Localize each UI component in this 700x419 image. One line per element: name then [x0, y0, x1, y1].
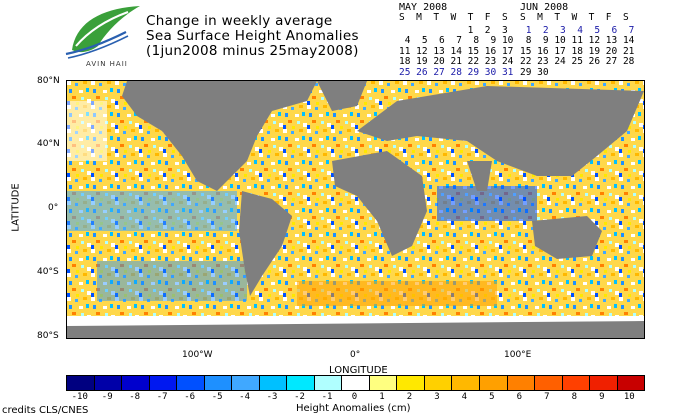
colorbar-swatch	[342, 376, 370, 390]
colorbar-tick-label: -7	[156, 392, 168, 402]
calendar-week: 15 16 17 18 19 20 21	[520, 45, 635, 57]
colorbar-tick-label: -5	[211, 392, 223, 402]
logo-text: AVIN HAII	[86, 60, 128, 68]
colorbar-swatch	[535, 376, 563, 390]
colorbar-swatch	[204, 376, 233, 390]
colorbar-swatch	[369, 376, 398, 390]
calendar-week: 22 23 24 25 26 27 28	[520, 56, 635, 67]
colorbar-swatch	[479, 376, 508, 390]
colorbar-swatch	[562, 376, 591, 390]
colorbar-swatch	[590, 376, 618, 390]
colorbar-tick-label: 2	[406, 392, 413, 402]
calendar-days-header: S M T W T F S	[520, 12, 629, 23]
colorbar-swatch	[149, 376, 178, 390]
colorbar-tick-label: -3	[266, 392, 278, 402]
india-land	[467, 161, 492, 191]
calendar-month-label: JUN 2008	[520, 2, 569, 13]
y-axis-label: LATITUDE	[10, 183, 22, 232]
colorbar-tick-label: 0	[351, 392, 358, 402]
eurasia-land	[357, 86, 644, 176]
colorbar-tick-label: -10	[71, 392, 88, 402]
calendar-jun: JUN 2008 S M T W T F S 1 2 3 4 5 6 7 8 9…	[520, 2, 634, 78]
australia-land	[532, 216, 602, 259]
chart-title-line3: (1jun2008 minus 25may2008)	[146, 43, 359, 59]
aviso-logo: AVIN HAII	[62, 2, 142, 74]
lat-tick-80n: 80°N	[37, 76, 60, 86]
x-axis-label: LONGITUDE	[329, 365, 388, 376]
colorbar-swatch	[452, 376, 480, 390]
colorbar-tick-label: 10	[623, 392, 635, 402]
africa-land	[332, 151, 427, 256]
colorbar-swatch	[177, 376, 205, 390]
colorbar-tick-label: -8	[129, 392, 141, 402]
calendar-may: MAY 2008 S M T W T F S 1 2 3 4 5 6 7 8 9…	[399, 2, 513, 78]
calendar-week: 11 12 13 14 15 16 17	[399, 45, 514, 57]
greenland-land	[317, 81, 367, 111]
south-america-land	[239, 191, 292, 296]
calendar-days-header: S M T W T F S	[399, 12, 508, 23]
colorbar-swatch	[397, 376, 425, 390]
colorbar-tick-label: -1	[321, 392, 333, 402]
logo-leaf-icon	[65, 6, 140, 59]
colorbar-swatch	[424, 376, 453, 390]
colorbar-tick-label: 5	[489, 392, 495, 402]
calendar-week: 8 9 10 11 12 13 14	[520, 35, 635, 46]
calendar-week: 4 5 6 7 8 9 10	[399, 35, 514, 46]
lon-tick-100e: 100°E	[504, 350, 532, 360]
colorbar-tick-label: -2	[294, 392, 305, 402]
colorbar-tick-label: -6	[184, 392, 196, 402]
north-america-land	[122, 81, 317, 191]
lat-tick-80s: 80°S	[37, 331, 59, 341]
map-canvas	[67, 81, 644, 338]
ssh-anomaly-map	[66, 80, 645, 339]
colorbar-tick-label: 6	[516, 392, 523, 402]
colorbar-swatch	[314, 376, 343, 390]
lon-tick-100w: 100°W	[182, 350, 213, 360]
colorbar-tick-label: 9	[599, 392, 605, 402]
colorbar-swatch	[617, 376, 645, 390]
colorbar	[66, 375, 645, 391]
chart-title-line1: Change in weekly average	[146, 13, 333, 29]
colorbar-swatch	[287, 376, 315, 390]
colorbar-tick-label: -4	[239, 392, 251, 402]
calendar-week-highlighted: 1 2 3 4 5 6 7	[520, 24, 635, 36]
calendar-week: 29 30	[520, 66, 549, 78]
lat-tick-0: 0°	[48, 203, 59, 213]
colorbar-swatch	[122, 376, 150, 390]
colorbar-tick-label: 7	[544, 392, 550, 402]
colorbar-swatch	[507, 376, 536, 390]
colorbar-tick-label: 8	[571, 392, 577, 402]
lat-tick-40s: 40°S	[37, 267, 59, 277]
lon-tick-0: 0°	[350, 350, 361, 360]
colorbar-swatch	[232, 376, 260, 390]
colorbar-title: Height Anomalies (cm)	[296, 403, 411, 414]
colorbar-swatch	[259, 376, 288, 390]
credits: credits CLS/CNES	[2, 405, 89, 416]
calendar-week: 1 2 3	[399, 24, 508, 36]
colorbar-swatch	[94, 376, 123, 390]
colorbar-tick-label: -9	[101, 392, 113, 402]
colorbar-tick-label: 3	[434, 392, 440, 402]
colorbar-swatch	[67, 376, 95, 390]
colorbar-labels: -10 -9 -8 -7 -6 -5 -4 -3 -2 -1 0 1 2 3 4 5 6 7 8 9 10	[66, 392, 643, 404]
calendar-week-highlighted: 25 26 27 28 29 30 31	[399, 66, 514, 78]
chart-title-line2: Sea Surface Height Anomalies	[146, 28, 359, 44]
calendar-week: 18 19 20 21 22 23 24	[399, 56, 514, 67]
colorbar-tick-label: 1	[379, 392, 385, 402]
lat-tick-40n: 40°N	[37, 139, 60, 149]
antarctica-land	[67, 321, 644, 338]
colorbar-tick-label: 4	[461, 392, 468, 402]
calendar-month-label: MAY 2008	[399, 2, 448, 13]
